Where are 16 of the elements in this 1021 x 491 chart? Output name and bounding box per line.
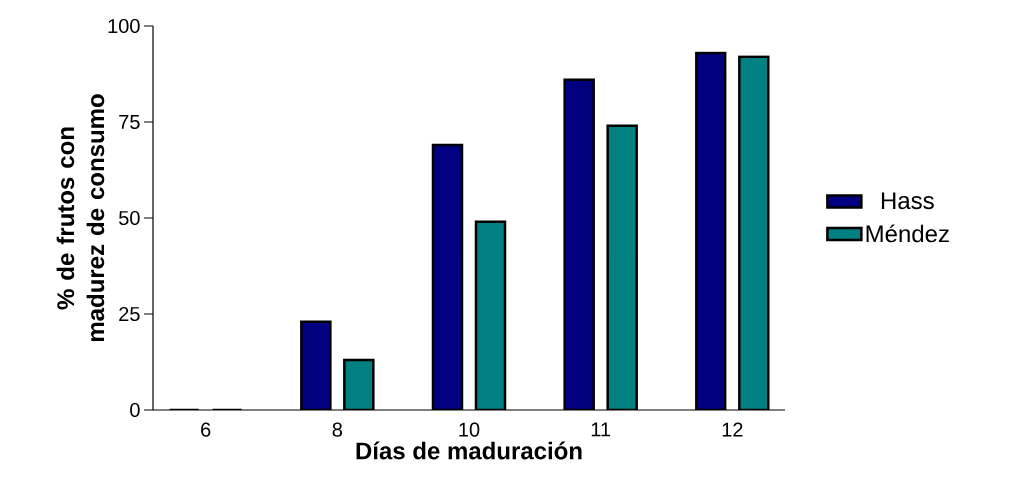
- x-tick-label: 8: [332, 422, 343, 437]
- y-tick-label: 50: [119, 210, 140, 226]
- x-tick-label: 11: [591, 422, 611, 437]
- y-tick-label: 75: [119, 115, 140, 129]
- y-tick-label: 25: [119, 306, 140, 322]
- x-tick-label: 12: [722, 422, 743, 437]
- x-tick-label: 10: [459, 422, 480, 437]
- y-axis-title: % de frutos con madurez de consumo: [56, 94, 105, 342]
- x-axis-title: Días de maduración: [356, 441, 582, 460]
- y-tick-label: 100: [108, 18, 140, 34]
- bar: [474, 220, 507, 410]
- legend-label: Méndez: [866, 224, 949, 243]
- x-tick-label: 6: [201, 422, 211, 437]
- legend-label: Hass: [881, 192, 934, 210]
- y-tick-label: 0: [130, 402, 140, 418]
- bar: [431, 143, 464, 410]
